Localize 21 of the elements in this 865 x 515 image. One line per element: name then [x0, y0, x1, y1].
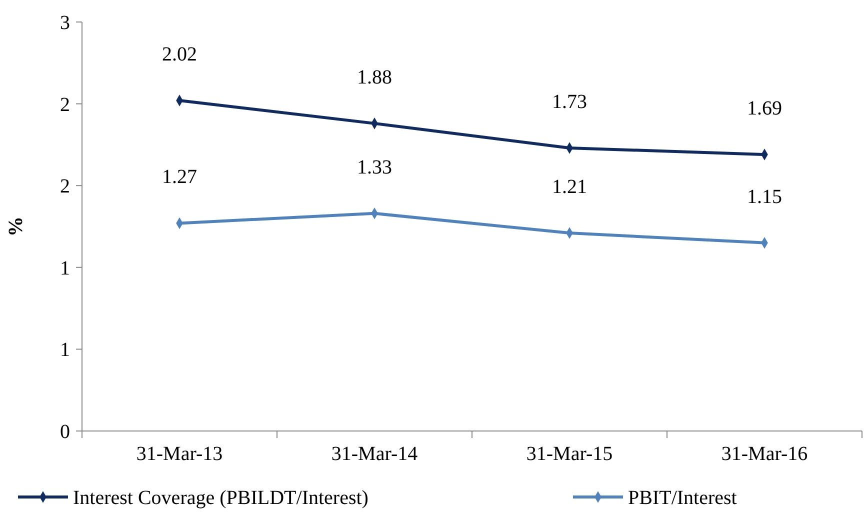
data-label: 1.88 — [357, 66, 392, 88]
y-tick-label: 2 — [60, 94, 70, 116]
data-label: 1.21 — [552, 176, 587, 198]
data-label: 2.02 — [162, 44, 197, 66]
data-label: 1.73 — [552, 90, 587, 113]
x-tick-label: 31-Mar-15 — [526, 443, 613, 465]
y-tick-label: 1 — [60, 339, 70, 362]
x-tick-label: 31-Mar-13 — [136, 443, 223, 465]
y-tick-label: 3 — [60, 12, 70, 34]
data-label: 1.15 — [747, 186, 782, 208]
legend-label: PBIT/Interest — [628, 487, 738, 509]
y-tick-label: 1 — [60, 257, 70, 280]
data-label: 1.27 — [162, 166, 197, 188]
y-axis-title: % — [5, 216, 27, 236]
data-label: 1.33 — [357, 156, 392, 178]
data-label: 1.69 — [747, 98, 782, 120]
x-tick-label: 31-Mar-16 — [721, 443, 808, 465]
y-tick-label: 2 — [60, 176, 70, 198]
x-tick-label: 31-Mar-14 — [331, 443, 418, 465]
legend-label: Interest Coverage (PBILDT/Interest) — [73, 487, 368, 509]
y-tick-label: 0 — [60, 421, 70, 443]
